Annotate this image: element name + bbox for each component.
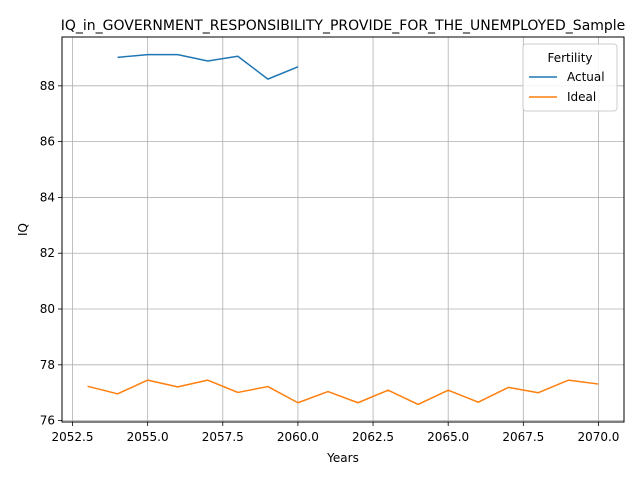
chart-title: IQ_in_GOVERNMENT_RESPONSIBILITY_PROVIDE_… [61, 18, 626, 34]
y-tick-label: 80 [40, 302, 55, 316]
x-tick-label: 2057.5 [202, 430, 244, 444]
y-axis-label: IQ [16, 223, 30, 236]
y-tick-label: 82 [40, 246, 55, 260]
plot-area-frame [61, 36, 625, 423]
y-tick-label: 86 [40, 135, 55, 149]
y-tick-label: 84 [40, 190, 55, 204]
y-tick-label: 76 [40, 414, 55, 428]
y-tick-label: 78 [40, 358, 55, 372]
legend-label-ideal: Ideal [567, 90, 596, 104]
x-axis-label: Years [326, 451, 359, 465]
y-axis-ticks: 76 78 80 82 84 86 88 [40, 79, 62, 428]
y-tick-label: 88 [40, 79, 55, 93]
legend-label-actual: Actual [567, 70, 605, 84]
legend-box [522, 43, 618, 112]
grid-lines [62, 37, 624, 422]
series-lines [87, 53, 599, 406]
legend-title: Fertility [547, 51, 592, 65]
x-axis-ticks: 2052.5 2055.0 2057.5 2060.0 2062.5 2065.0 2067… [52, 422, 619, 444]
x-tick-label: 2060.0 [277, 430, 319, 444]
legend: Fertility Actual Ideal [522, 43, 618, 112]
x-tick-label: 2062.5 [352, 430, 394, 444]
series-line-actual [117, 53, 299, 80]
x-tick-label: 2055.0 [127, 430, 169, 444]
x-tick-label: 2067.5 [502, 430, 544, 444]
x-tick-label: 2052.5 [52, 430, 94, 444]
x-tick-label: 2070.0 [577, 430, 619, 444]
x-tick-label: 2065.0 [427, 430, 469, 444]
series-line-ideal [87, 379, 599, 406]
